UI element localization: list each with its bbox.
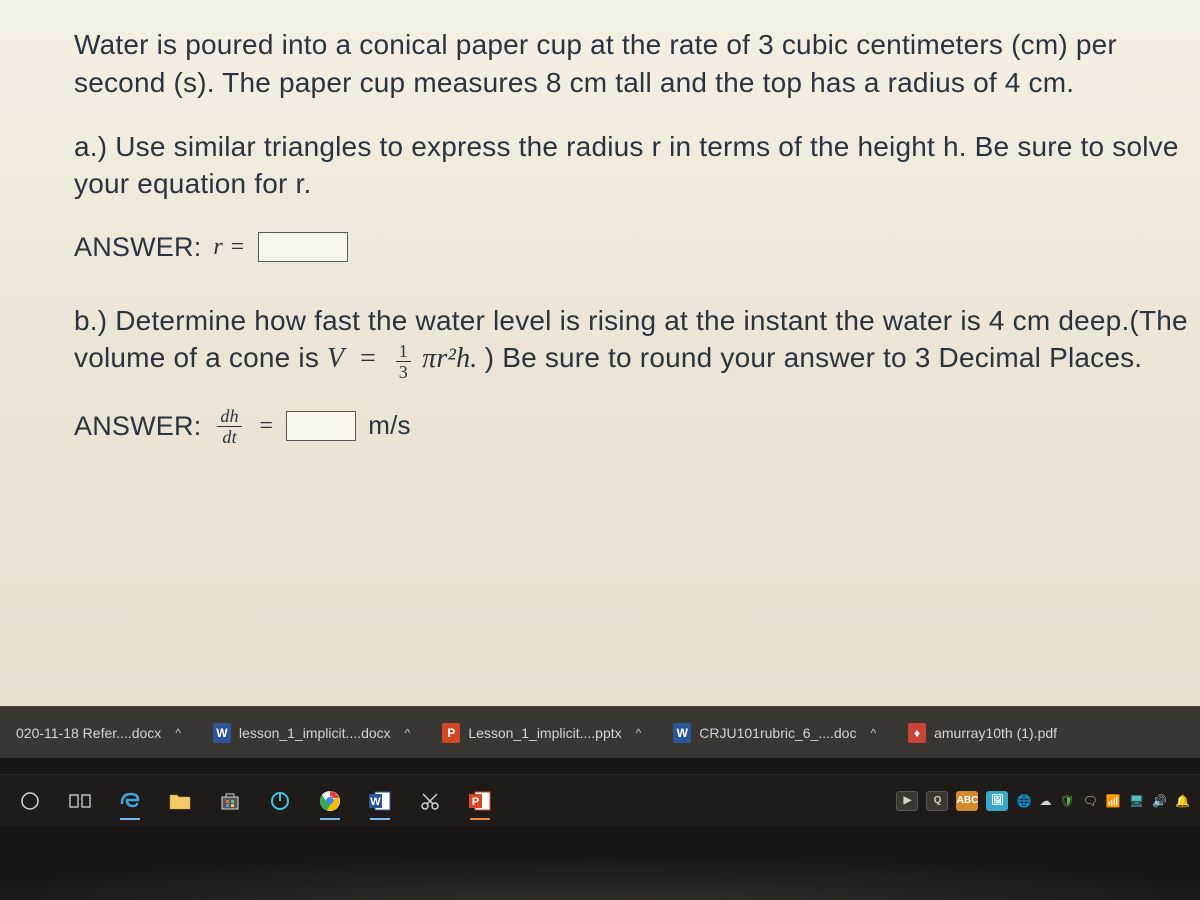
- pi-r2-h: πr²h.: [422, 343, 477, 374]
- download-label: CRJU101rubric_6_....doc: [699, 725, 856, 741]
- download-label: lesson_1_implicit....docx: [239, 725, 391, 741]
- tray-abc-icon[interactable]: ABC: [956, 791, 978, 811]
- system-tray: ▶ Q ABC 🖼 🌐 ☁ 🛡 🗨 📶 🖥 🔊 🔔: [896, 791, 1190, 811]
- download-item[interactable]: W lesson_1_implicit....docx ^: [205, 719, 424, 747]
- answer-label-b: ANSWER:: [74, 408, 201, 444]
- svg-text:W: W: [370, 796, 381, 808]
- desk-surface: [0, 826, 1200, 900]
- downloads-bar: 020-11-18 Refer....docx ^ W lesson_1_imp…: [0, 706, 1200, 758]
- download-item[interactable]: P Lesson_1_implicit....pptx ^: [434, 719, 655, 747]
- frac-num: 1: [396, 342, 411, 362]
- taskbar: W P ▶ Q ABC 🖼 🌐 ☁ 🛡 🗨 📶 🖥 🔊 🔔: [0, 774, 1200, 826]
- download-label: 020-11-18 Refer....docx: [16, 725, 161, 741]
- active-indicator: [470, 818, 490, 820]
- one-third-frac: 1 3: [396, 342, 411, 381]
- tray-chat-icon[interactable]: 🗨: [1083, 794, 1098, 808]
- file-explorer-icon[interactable]: [160, 781, 200, 821]
- answer-label-a: ANSWER:: [74, 229, 201, 265]
- download-label: amurray10th (1).pdf: [934, 725, 1057, 741]
- powerpoint-icon: P: [442, 723, 460, 743]
- power-icon[interactable]: [260, 781, 300, 821]
- store-icon[interactable]: [210, 781, 250, 821]
- pdf-icon: ♦: [908, 723, 926, 743]
- edge-icon[interactable]: [110, 781, 150, 821]
- chevron-down-icon: ^: [864, 726, 882, 740]
- tray-shield-icon[interactable]: 🛡: [1059, 794, 1074, 808]
- answer-a-row: ANSWER: r =: [74, 229, 1200, 265]
- word-icon: W: [673, 723, 691, 743]
- answer-a-input[interactable]: [258, 232, 348, 262]
- word-icon[interactable]: W: [360, 781, 400, 821]
- taskbar-left: W P: [10, 781, 500, 821]
- tray-wifi-icon[interactable]: 📶: [1106, 794, 1121, 808]
- dh-dt-frac: dh dt: [217, 407, 241, 446]
- tray-globe-icon[interactable]: 🌐: [1016, 794, 1031, 808]
- tray-pic-icon[interactable]: 🖼: [986, 791, 1008, 811]
- task-view-icon[interactable]: [60, 781, 100, 821]
- download-item[interactable]: ♦ amurray10th (1).pdf: [900, 719, 1065, 747]
- tray-q-icon[interactable]: Q: [926, 791, 948, 811]
- tray-notification-icon[interactable]: 🔔: [1175, 794, 1190, 808]
- active-indicator: [120, 818, 140, 820]
- download-label: Lesson_1_implicit....pptx: [468, 725, 621, 741]
- equals: =: [258, 410, 274, 442]
- answer-b-input[interactable]: [286, 411, 356, 441]
- active-indicator: [320, 818, 340, 820]
- powerpoint-icon[interactable]: P: [460, 781, 500, 821]
- answer-a-lhs: r =: [213, 231, 245, 263]
- frac-den: 3: [396, 362, 411, 381]
- answer-b-row: ANSWER: dh dt = m/s: [74, 407, 1200, 446]
- svg-text:P: P: [472, 796, 479, 808]
- problem-part-a: a.) Use similar triangles to express the…: [74, 128, 1200, 204]
- word-icon: W: [213, 723, 231, 743]
- tray-play-icon[interactable]: ▶: [896, 791, 918, 811]
- volume-V: V: [327, 343, 344, 374]
- problem-intro: Water is poured into a conical paper cup…: [74, 26, 1200, 102]
- download-item[interactable]: 020-11-18 Refer....docx ^: [8, 721, 195, 745]
- chrome-icon[interactable]: [310, 781, 350, 821]
- snip-icon[interactable]: [410, 781, 450, 821]
- tray-volume-icon[interactable]: 🔊: [1152, 794, 1167, 808]
- active-indicator: [370, 818, 390, 820]
- answer-b-unit: m/s: [368, 408, 410, 443]
- part-b-post: ) Be sure to round your answer to 3 Deci…: [485, 342, 1143, 373]
- problem-part-b: b.) Determine how fast the water level i…: [74, 302, 1200, 381]
- tray-monitor-icon[interactable]: 🖥: [1129, 794, 1144, 808]
- problem-text: Water is poured into a conical paper cup…: [74, 26, 1200, 446]
- chevron-down-icon: ^: [399, 726, 417, 740]
- cortana-icon[interactable]: [10, 781, 50, 821]
- part-b-math: V = 1 3 πr²h.: [327, 343, 485, 374]
- chevron-down-icon: ^: [169, 726, 187, 740]
- document-viewport: Water is poured into a conical paper cup…: [0, 0, 1200, 706]
- tray-cloud-icon[interactable]: ☁: [1039, 794, 1051, 808]
- dt: dt: [217, 427, 241, 446]
- chevron-down-icon: ^: [630, 726, 648, 740]
- dh: dh: [217, 407, 241, 427]
- download-item[interactable]: W CRJU101rubric_6_....doc ^: [665, 719, 890, 747]
